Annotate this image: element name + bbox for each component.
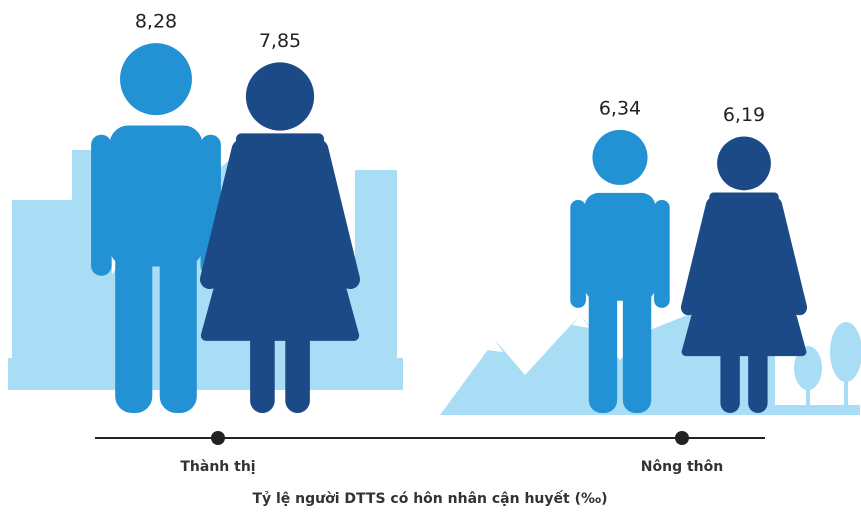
chart-title: Tỷ lệ người DTTS có hôn nhân cận huyết (…	[252, 490, 607, 507]
value-label: 6,34	[599, 97, 641, 119]
axis-dot	[211, 431, 225, 445]
torso	[110, 126, 203, 267]
category-label: Nông thôn	[641, 459, 723, 475]
value-label: 8,28	[135, 11, 177, 33]
value-label: 6,19	[723, 104, 765, 126]
leg	[623, 285, 651, 413]
head	[592, 130, 647, 185]
leg	[589, 285, 617, 413]
leg	[720, 330, 739, 413]
value-label: 7,85	[259, 30, 301, 52]
category-label: Thành thị	[180, 459, 255, 475]
leg	[748, 330, 767, 413]
arm	[570, 200, 586, 308]
chart: Thành thị 8,28 7,85 Nông thôn 6,34 6,19 Tỷ lệ …	[0, 0, 861, 514]
torso	[584, 193, 655, 301]
leg	[285, 307, 310, 413]
leg	[160, 246, 197, 413]
head	[246, 62, 314, 130]
arm	[654, 200, 670, 308]
leg	[115, 246, 152, 413]
head	[120, 43, 192, 115]
head	[717, 137, 771, 191]
arm	[91, 135, 111, 276]
leg	[250, 307, 275, 413]
axis-dot	[675, 431, 689, 445]
